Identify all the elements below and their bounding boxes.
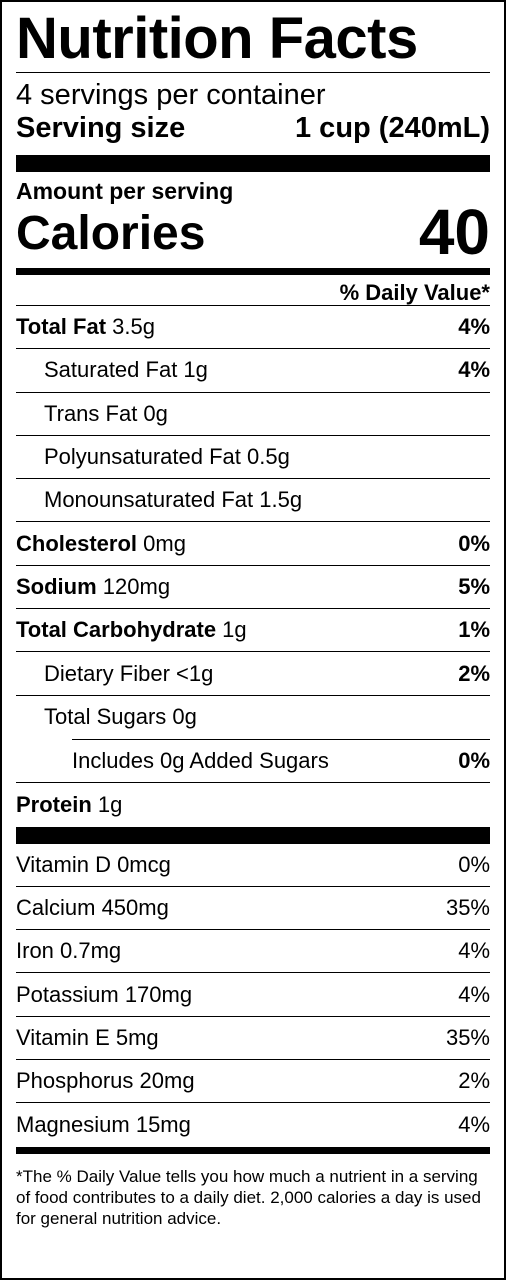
nutrient-row-sodium: Sodium 120mg 5% <box>16 566 490 610</box>
nutrient-row-cholesterol: Cholesterol 0mg 0% <box>16 522 490 566</box>
label-title: Nutrition Facts <box>16 6 418 71</box>
nutrient-name: Includes 0g Added Sugars <box>72 748 329 774</box>
vitamin-name: Phosphorus 20mg <box>16 1068 195 1094</box>
vitamin-row: Potassium 170mg 4% <box>16 973 490 1017</box>
nutrient-row-monounsaturated-fat: Monounsaturated Fat 1.5g <box>16 479 490 523</box>
nutrient-amount: 1g <box>91 791 123 817</box>
vitamin-row: Vitamin E 5mg 35% <box>16 1017 490 1061</box>
nutrient-row-total-carbohydrate: Total Carbohydrate 1g 1% <box>16 609 490 653</box>
nutrient-row-total-sugars: Total Sugars 0g <box>16 696 490 739</box>
vitamins-divider <box>16 826 490 844</box>
nutrient-label: Total Fat 3.5g <box>16 314 155 340</box>
vitamin-row: Magnesium 15mg 4% <box>16 1103 490 1146</box>
nutrient-label: Sodium 120mg <box>16 574 170 600</box>
nutrient-name: Dietary Fiber <1g <box>44 660 214 686</box>
nutrient-row-added-sugars: Includes 0g Added Sugars 0% <box>16 740 490 784</box>
sugars-divider <box>72 738 490 740</box>
vitamin-name: Vitamin E 5mg <box>16 1024 159 1050</box>
calories-row: Calories 40 <box>16 196 490 268</box>
nutrient-dv: 4% <box>458 314 490 340</box>
vitamin-dv: 0% <box>458 851 490 877</box>
nutrient-dv: 4% <box>458 357 490 383</box>
nutrient-row-saturated-fat: Saturated Fat 1g 4% <box>16 349 490 393</box>
vitamin-dv: 2% <box>458 1068 490 1094</box>
daily-value-header: % Daily Value* <box>16 275 490 306</box>
serving-size-value: 1 cup (240mL) <box>295 112 490 144</box>
nutrient-dv: 0% <box>458 530 490 556</box>
vitamin-name: Calcium 450mg <box>16 895 169 920</box>
nutrient-label: Protein 1g <box>16 792 122 818</box>
nutrient-name: Cholesterol <box>16 530 138 556</box>
title-divider <box>16 72 490 73</box>
nutrient-name: Total Carbohydrate <box>16 617 217 643</box>
vitamin-row: Vitamin D 0mcg 0% <box>16 844 490 887</box>
nutrient-row-protein: Protein 1g <box>16 783 490 826</box>
nutrient-dv: 2% <box>458 660 490 686</box>
nutrient-row-total-fat: Total Fat 3.5g 4% <box>16 306 490 350</box>
nutrient-row-dietary-fiber: Dietary Fiber <1g 2% <box>16 652 490 696</box>
nutrient-name: Protein <box>16 791 92 817</box>
nutrient-name: Trans Fat 0g <box>44 400 168 426</box>
vitamin-dv: 4% <box>458 1111 490 1137</box>
serving-size-label: Serving size <box>16 112 186 144</box>
vitamin-row: Iron 0.7mg 4% <box>16 930 490 974</box>
nutrient-name: Sodium <box>16 573 97 599</box>
nutrient-amount: 120mg <box>96 573 171 599</box>
nutrient-dv: 1% <box>458 617 490 643</box>
nutrient-dv: 0% <box>458 748 490 774</box>
daily-value-footnote: *The % Daily Value tells you how much a … <box>16 1166 481 1228</box>
calories-value: 40 <box>418 196 490 268</box>
vitamin-dv: 4% <box>458 981 490 1007</box>
nutrient-name: Total Fat <box>16 314 107 340</box>
nutrient-label: Total Carbohydrate 1g <box>16 617 247 643</box>
thick-divider <box>16 155 490 172</box>
nutrient-name: Total Sugars 0g <box>44 704 197 730</box>
vitamin-dv: 4% <box>458 938 490 964</box>
vitamin-name: Potassium 170mg <box>16 981 193 1007</box>
amount-per-serving: Amount per serving <box>16 178 234 204</box>
nutrient-row-trans-fat: Trans Fat 0g <box>16 393 490 436</box>
vitamin-name: Magnesium 15mg <box>16 1111 191 1137</box>
nutrient-amount: 3.5g <box>106 314 155 340</box>
vitamin-dv: 35% <box>445 895 490 920</box>
vitamin-dv: 35% <box>445 1024 490 1050</box>
nutrient-dv: 5% <box>458 573 490 599</box>
vitamin-row: Phosphorus 20mg 2% <box>16 1060 490 1104</box>
medium-divider <box>16 268 490 275</box>
footnote-divider <box>16 1146 490 1154</box>
nutrient-row-polyunsaturated-fat: Polyunsaturated Fat 0.5g <box>16 436 490 480</box>
nutrient-label: Cholesterol 0mg <box>16 531 186 557</box>
vitamin-name: Iron 0.7mg <box>16 938 122 964</box>
vitamin-row: Calcium 450mg 35% <box>16 887 490 931</box>
nutrient-name: Saturated Fat 1g <box>44 357 208 383</box>
calories-label: Calories <box>16 207 206 260</box>
vitamin-name: Vitamin D 0mcg <box>16 851 171 877</box>
servings-per-container: 4 servings per container <box>16 79 326 111</box>
nutrient-amount: 1g <box>216 617 247 643</box>
nutrient-name: Polyunsaturated Fat 0.5g <box>44 444 290 470</box>
serving-size-row: Serving size 1 cup (240mL) <box>16 111 490 145</box>
nutrient-name: Monounsaturated Fat 1.5g <box>44 487 303 513</box>
nutrient-amount: 0mg <box>137 530 186 556</box>
